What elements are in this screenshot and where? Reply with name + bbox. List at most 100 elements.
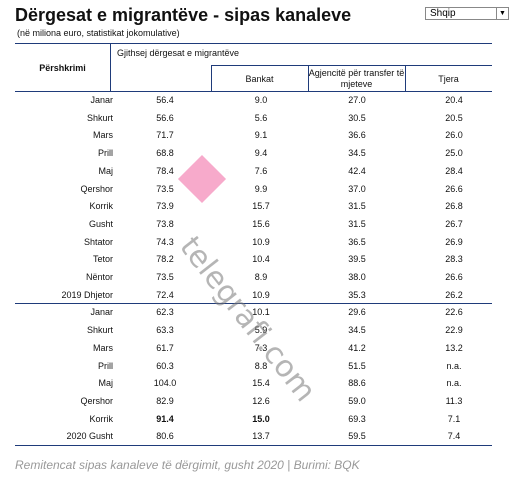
cell-value: 26.6 <box>445 183 463 194</box>
sub-header: Bankat <box>245 74 274 84</box>
cell-value: 10.4 <box>252 254 270 265</box>
title: Dërgesat e migrantëve - sipas kanaleve <box>15 5 352 25</box>
row-label: Shkurt <box>86 325 113 336</box>
cell-value: 41.2 <box>348 342 366 353</box>
cell-value: 7.3 <box>254 342 268 353</box>
row-label: Prill <box>98 360 113 371</box>
cell-value: 7.4 <box>447 431 461 442</box>
cell-value: 22.6 <box>445 307 463 318</box>
cell-value: 20.4 <box>445 95 463 105</box>
cell-value: 61.7 <box>156 342 174 353</box>
cell-value: 28.3 <box>445 254 463 265</box>
row-label: Maj <box>98 378 113 389</box>
row-label: Prill <box>98 148 113 159</box>
cell-value: 25.0 <box>445 148 463 159</box>
cell-value: 26.0 <box>445 130 463 141</box>
row-label: Qershor <box>80 395 113 406</box>
cell-value: n.a. <box>446 378 462 389</box>
cell-value: 9.9 <box>254 183 268 194</box>
cell-value: 78.4 <box>156 165 174 176</box>
cell-value: 37.0 <box>348 183 366 194</box>
cell-value: 15.0 <box>252 413 270 424</box>
rule <box>15 445 492 446</box>
cell-value: 15.6 <box>252 218 270 229</box>
cell-value: 51.5 <box>348 360 366 371</box>
cell-value: 31.5 <box>348 201 366 212</box>
cell-value: 26.8 <box>445 201 463 212</box>
cell-value: 34.5 <box>348 325 366 336</box>
cell-value: 73.8 <box>156 218 174 229</box>
cell-value: 15.7 <box>252 201 270 212</box>
cell-value: 30.5 <box>348 112 366 123</box>
cell-value: 27.0 <box>348 95 366 105</box>
cell-value: 7.6 <box>254 165 268 176</box>
row-label: 2020 Gusht <box>66 431 113 442</box>
cell-value: 10.1 <box>252 307 270 318</box>
rule <box>405 65 406 92</box>
rule <box>15 303 492 305</box>
cell-value: 9.4 <box>254 148 268 159</box>
group-header: Gjithsej dërgesat e migrantëve <box>117 48 240 58</box>
cell-value: 13.2 <box>445 342 463 353</box>
cell-value: 28.4 <box>445 165 463 176</box>
sub-header: Agjencitë për transfer të mjeteve <box>308 68 405 89</box>
cell-value: 60.3 <box>156 360 174 371</box>
caption: Remitencat sipas kanaleve të dërgimit, g… <box>15 458 360 472</box>
cell-value: 26.9 <box>445 236 463 247</box>
table: Përshkrimi Gjithsej dërgesat e migrantëve… <box>15 43 492 446</box>
cell-value: 26.2 <box>445 289 463 300</box>
cell-value: 15.4 <box>252 378 270 389</box>
cell-value: 26.7 <box>445 218 463 229</box>
row-label: Gusht <box>88 218 113 229</box>
cell-value: 13.7 <box>252 431 270 442</box>
cell-value: 59.0 <box>348 395 366 406</box>
rule <box>15 91 492 92</box>
row-label: Nëntor <box>85 272 113 282</box>
cell-value: 39.5 <box>348 254 366 265</box>
cell-value: 91.4 <box>156 413 174 424</box>
cell-value: 73.5 <box>156 183 174 194</box>
cell-value: 7.1 <box>447 413 461 424</box>
cell-value: 36.5 <box>348 236 366 247</box>
cell-value: 71.7 <box>156 130 174 141</box>
rule <box>211 65 212 92</box>
cell-value: 36.6 <box>348 130 366 141</box>
cell-value: 9.1 <box>254 130 268 141</box>
cell-value: 62.3 <box>156 307 174 318</box>
row-label: Qershor <box>80 183 113 194</box>
cell-value: 56.6 <box>156 112 174 123</box>
cell-value: 73.5 <box>156 272 174 282</box>
row-label: Korrik <box>89 413 113 424</box>
row-label: Korrik <box>89 201 113 212</box>
row-label: Mars <box>93 342 113 353</box>
language-value: Shqip <box>430 8 456 19</box>
row-label: Shtator <box>83 236 113 247</box>
cell-value: 8.8 <box>254 360 268 371</box>
cell-value: 5.9 <box>254 325 268 336</box>
cell-value: 38.0 <box>348 272 366 282</box>
cell-value: 88.6 <box>348 378 366 389</box>
cell-value: 31.5 <box>348 218 366 229</box>
cell-value: 78.2 <box>156 254 174 265</box>
sub-header: Tjera <box>438 74 459 84</box>
cell-value: 104.0 <box>153 378 177 389</box>
cell-value: 63.3 <box>156 325 174 336</box>
language-select[interactable]: Shqip ▼ <box>425 7 509 20</box>
cell-value: 74.3 <box>156 236 174 247</box>
cell-value: 22.9 <box>445 325 463 336</box>
cell-value: 8.9 <box>254 272 268 282</box>
cell-value: 29.6 <box>348 307 366 318</box>
cell-value: 10.9 <box>252 236 270 247</box>
cell-value: 12.6 <box>252 395 270 406</box>
cell-value: 34.5 <box>348 148 366 159</box>
cell-value: 5.6 <box>254 112 268 123</box>
cell-value: 11.3 <box>445 395 463 406</box>
cell-value: 10.9 <box>252 289 270 300</box>
subtitle: (në miliona euro, statistikat jokomulati… <box>17 28 180 38</box>
row-label: Mars <box>93 130 113 141</box>
rule <box>110 43 111 92</box>
cell-value: n.a. <box>446 360 462 371</box>
row-label: Maj <box>98 165 113 176</box>
row-label: 2019 Dhjetor <box>61 289 113 300</box>
